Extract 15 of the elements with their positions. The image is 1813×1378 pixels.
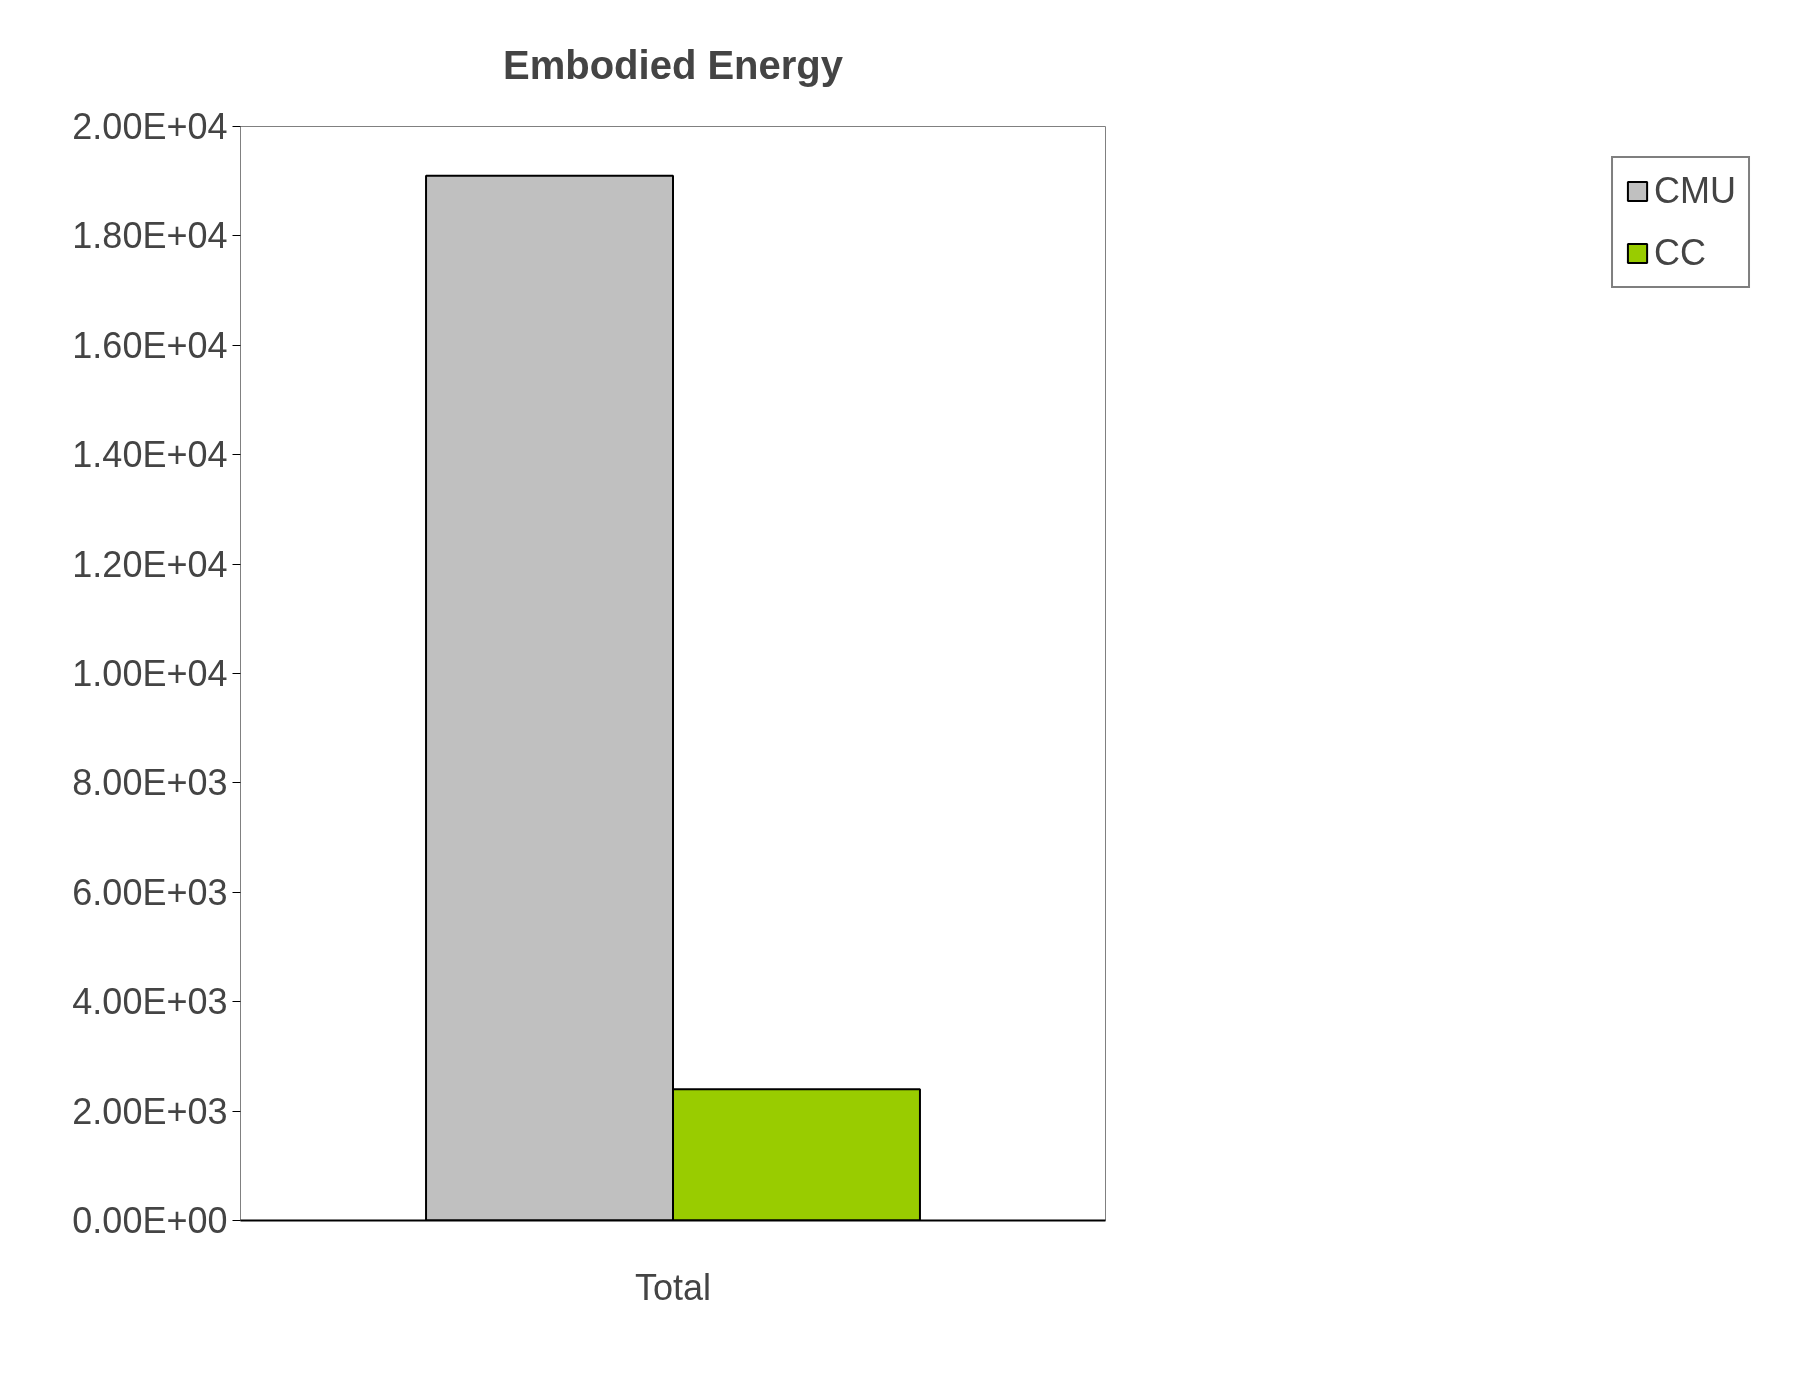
y-tick-label: 1.80E+04 <box>72 215 228 257</box>
y-tick-label: 1.40E+04 <box>72 434 228 476</box>
y-tick-label: 0.00E+00 <box>72 1200 228 1241</box>
y-tick-label: 8.00E+03 <box>72 762 228 804</box>
y-tick-label: 2.00E+04 <box>72 106 228 147</box>
chart-title: Embodied Energy <box>502 42 844 87</box>
y-tick-label: 1.20E+04 <box>72 543 228 585</box>
x-tick-label: Total <box>634 1266 712 1308</box>
y-tick-label: 1.60E+04 <box>72 324 228 366</box>
y-tick-label: 2.00E+03 <box>72 1090 228 1132</box>
legend-label: CMU <box>1654 170 1736 212</box>
legend-label: CC <box>1654 232 1707 274</box>
y-tick-label: 4.00E+03 <box>72 981 228 1023</box>
y-tick-label: 1.00E+04 <box>72 653 228 694</box>
y-tick-label: 6.00E+03 <box>72 871 228 913</box>
